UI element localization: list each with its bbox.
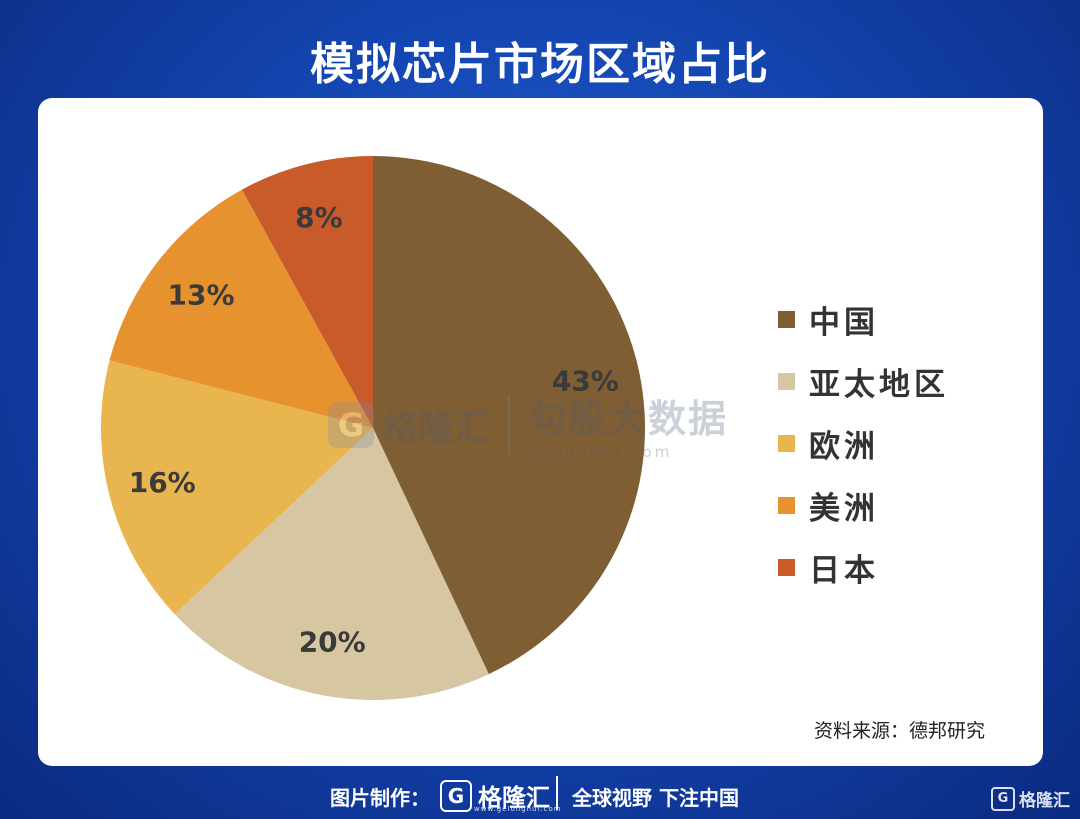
watermark-brand: 格隆汇 xyxy=(382,407,491,449)
footer-credit: 图片制作： xyxy=(330,786,430,810)
legend-item-americas: 美洲 xyxy=(778,474,949,536)
watermark-divider xyxy=(508,395,511,454)
pie-slice-asia-pacific xyxy=(174,428,489,700)
legend-item-europe: 欧洲 xyxy=(778,412,949,474)
legend-item-asia-pacific: 亚太地区 xyxy=(778,350,949,412)
pie-slice-americas xyxy=(109,189,373,428)
watermark-data-name: 勾股大数据 xyxy=(528,397,729,441)
page-title: 模拟芯片市场区域占比 xyxy=(310,39,770,90)
legend-label: 欧洲 xyxy=(809,428,879,465)
pie-label-europe: 16% xyxy=(129,466,196,499)
pie-label-americas: 13% xyxy=(168,279,235,312)
pie-slice-europe xyxy=(101,360,373,615)
pie-chart: 43% 20% 16% 13% 8% xyxy=(101,156,646,700)
pie-slice-japan xyxy=(241,156,373,428)
footer-logo-url: www.gelonghui.com xyxy=(474,805,562,813)
legend-swatch xyxy=(778,372,795,390)
legend: 中国 亚太地区 欧洲 美洲 日本 xyxy=(778,288,949,598)
legend-label: 中国 xyxy=(809,304,879,341)
legend-label: 亚太地区 xyxy=(809,366,949,403)
pie-slice-china xyxy=(373,156,646,675)
legend-label: 美洲 xyxy=(809,490,879,527)
gelonghui-logo-icon: G xyxy=(991,786,1015,811)
footer-logo-text: 格隆汇 xyxy=(478,784,550,812)
legend-item-china: 中国 xyxy=(778,288,949,350)
source-note: 资料来源：德邦研究 xyxy=(813,720,985,742)
legend-swatch xyxy=(778,558,795,576)
footer: 图片制作： G 格隆汇 www.gelonghui.com 全球视野 下注中国 xyxy=(0,774,1080,814)
pie-label-china: 43% xyxy=(552,365,619,398)
chart-card: 43% 20% 16% 13% 8% 中国 亚太地区 欧洲 美洲 日本 G 格隆汇 勾股… xyxy=(38,98,1043,766)
corner-text: 格隆汇 xyxy=(1019,791,1070,811)
watermark: G 格隆汇 勾股大数据 gogudata.com xyxy=(328,388,728,461)
gelonghui-logo-icon: G xyxy=(440,779,472,812)
pie-label-japan: 8% xyxy=(295,201,343,234)
footer-divider xyxy=(556,776,558,810)
legend-swatch xyxy=(778,496,795,514)
legend-swatch xyxy=(778,310,795,328)
gelonghui-logo-icon: G xyxy=(328,401,374,448)
corner-watermark: G 格隆汇 xyxy=(991,786,1070,811)
legend-swatch xyxy=(778,434,795,452)
watermark-url: gogudata.com xyxy=(528,443,673,461)
footer-logo: G 格隆汇 www.gelonghui.com xyxy=(440,778,561,813)
footer-slogan: 全球视野 下注中国 xyxy=(572,786,739,810)
legend-label: 日本 xyxy=(809,552,879,589)
pie-label-asia-pacific: 20% xyxy=(299,626,366,659)
legend-item-japan: 日本 xyxy=(778,536,949,598)
